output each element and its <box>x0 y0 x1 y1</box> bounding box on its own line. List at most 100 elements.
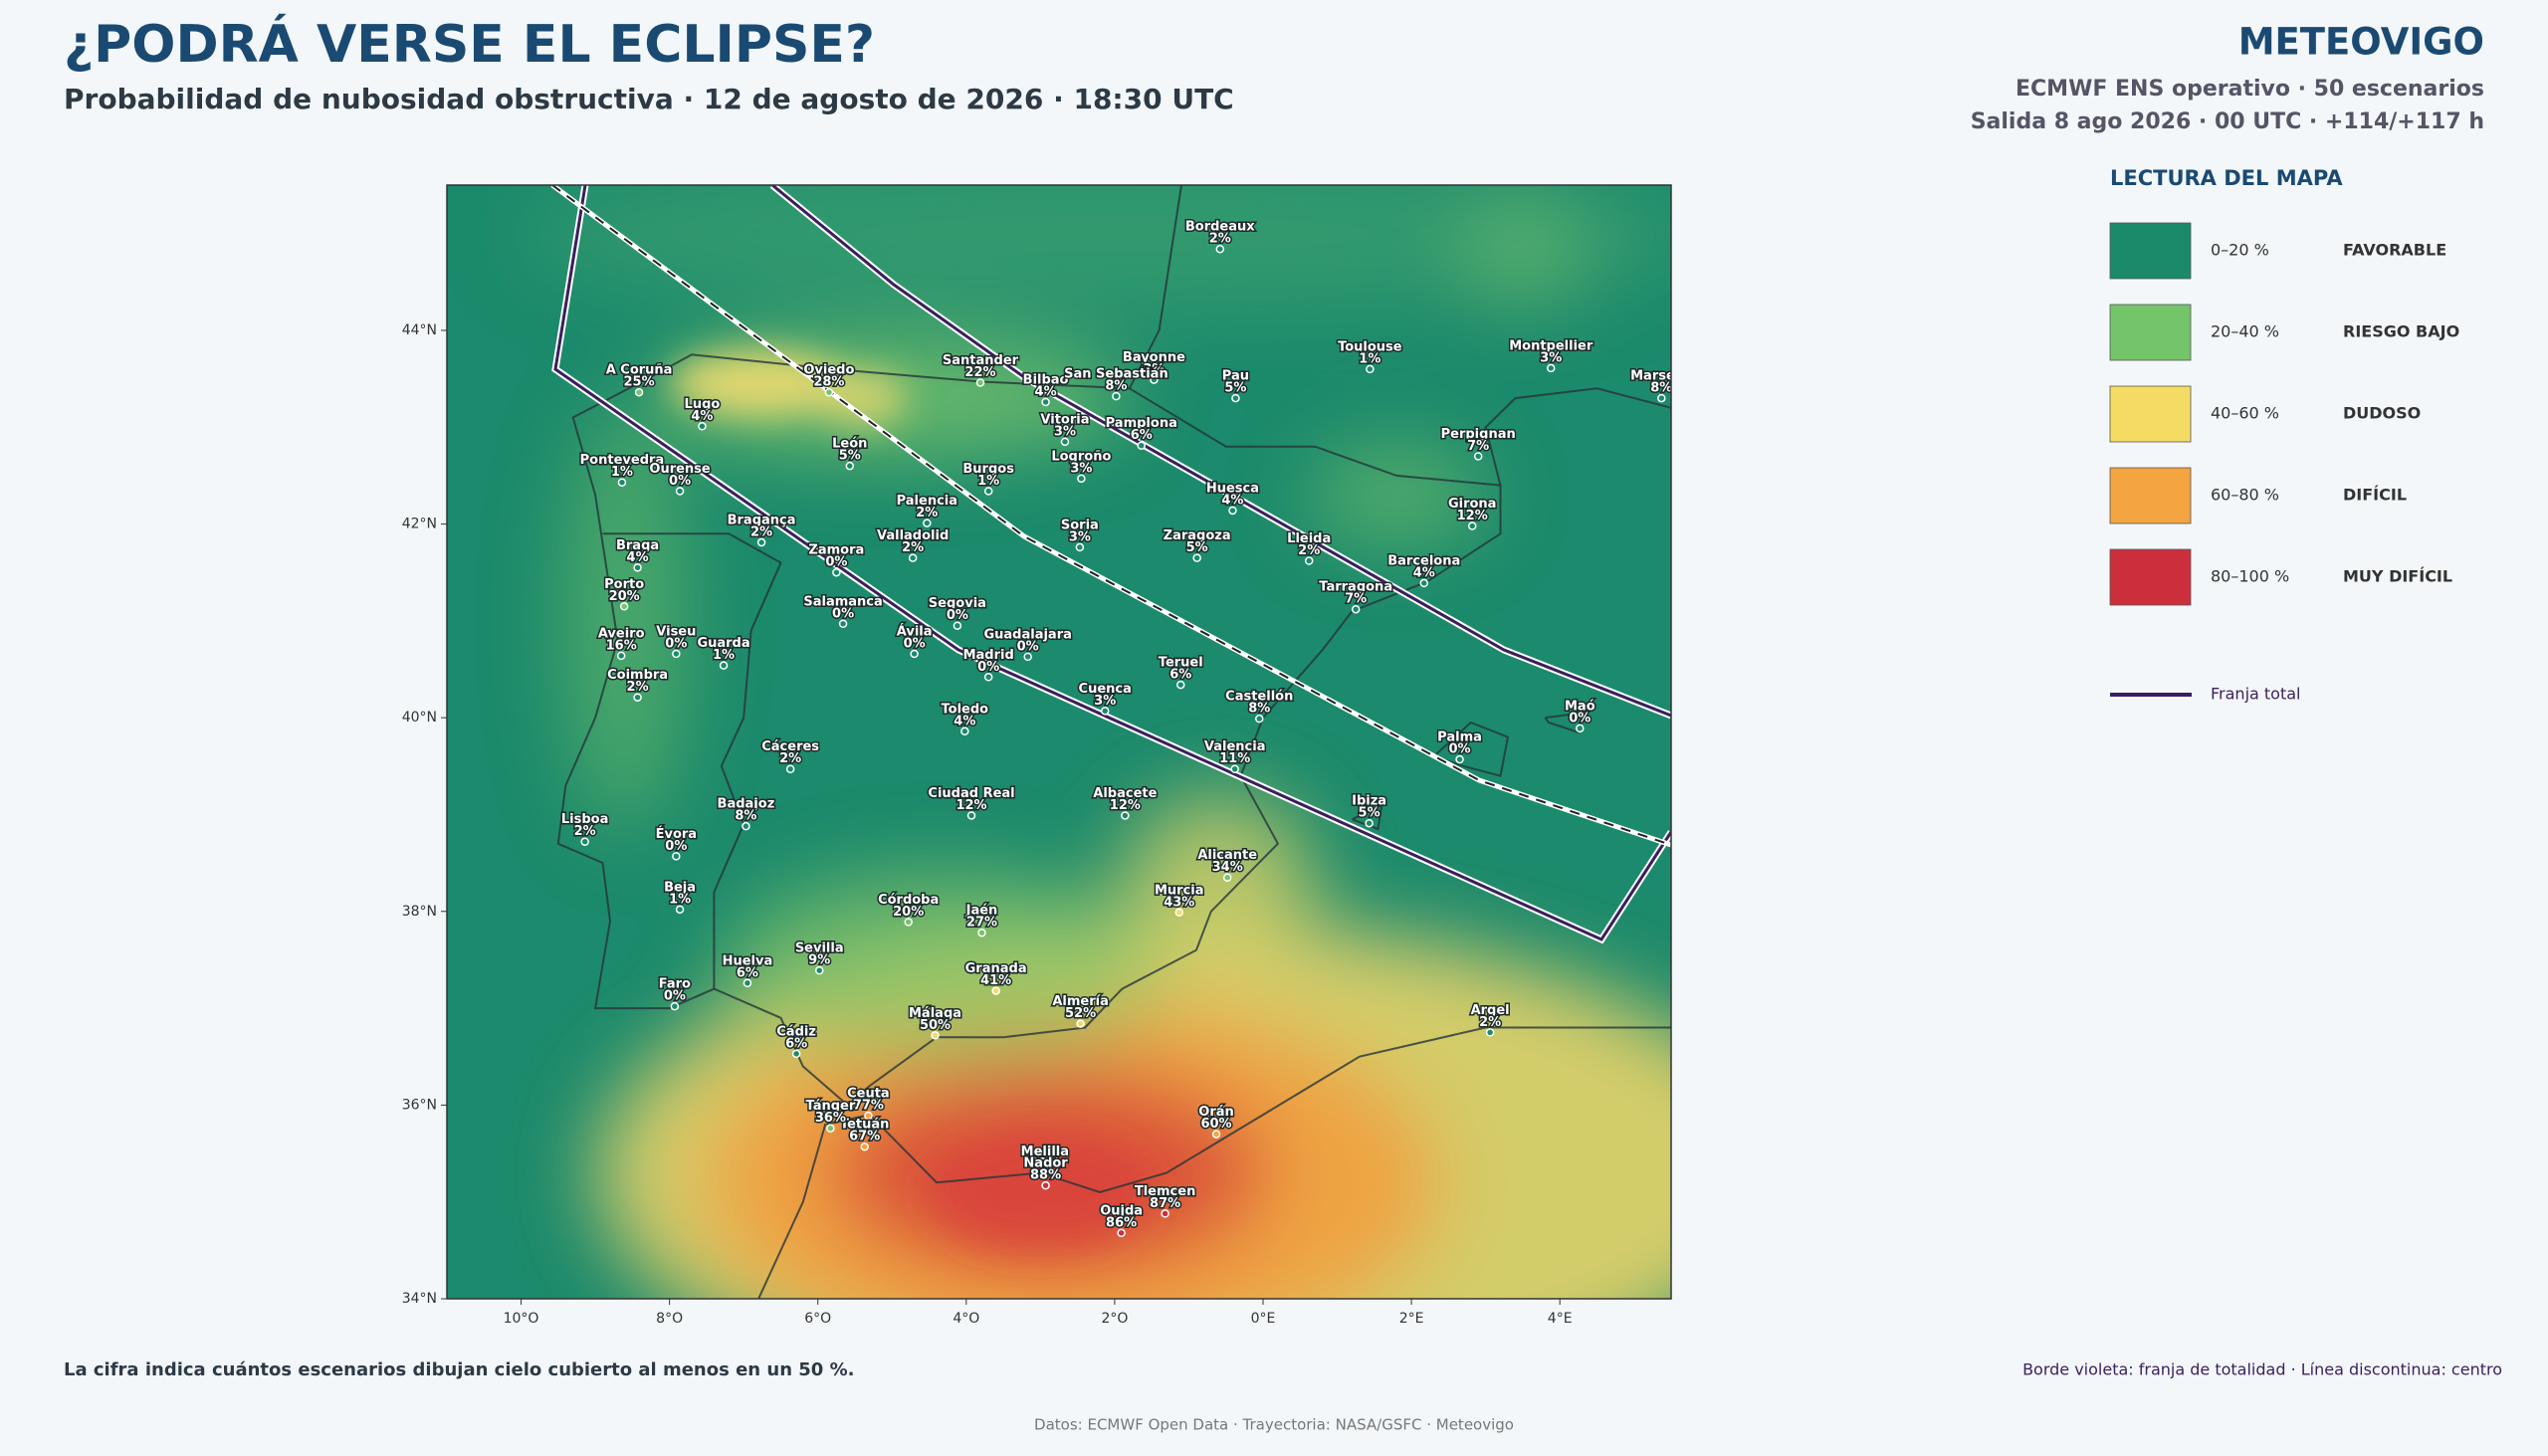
footer-note: La cifra indica cuántos escenarios dibuj… <box>64 1359 854 1380</box>
city-marker <box>991 986 1000 995</box>
city-name: Lleida <box>1287 531 1331 546</box>
city-value: 4% <box>1221 493 1243 508</box>
city-marker <box>931 1031 940 1040</box>
city-name: Madrid <box>963 648 1014 663</box>
city-marker <box>1100 707 1110 716</box>
city-marker <box>814 965 824 975</box>
city-name: Bilbao <box>1023 372 1069 387</box>
city-name: Perpignan <box>1441 427 1516 442</box>
city-name: Burgos <box>962 462 1014 477</box>
city-name: Oujda <box>1100 1203 1143 1218</box>
y-tick-label: 40°N <box>402 710 437 726</box>
city-value: 12% <box>1110 798 1141 813</box>
coastline <box>1129 387 1501 487</box>
city-value: 5% <box>1224 381 1246 396</box>
city-value: 43% <box>1164 895 1194 910</box>
city-name: Tetuán <box>840 1118 889 1133</box>
city-value: 2% <box>902 540 924 555</box>
city-marker <box>1076 1019 1085 1028</box>
city-name: León <box>832 437 867 452</box>
city-marker <box>742 821 750 831</box>
city-marker <box>1176 680 1185 690</box>
city-name: Granada <box>965 961 1027 976</box>
coastline <box>757 1026 1671 1299</box>
city-marker <box>1075 542 1085 552</box>
city-value: 41% <box>980 973 1011 988</box>
city-value: 1% <box>611 465 633 480</box>
city-value: 86% <box>1106 1215 1137 1230</box>
city-marker <box>1255 714 1264 724</box>
city-name: Marsella <box>1630 369 1692 384</box>
city-marker <box>845 461 855 471</box>
city-value: 20% <box>893 905 924 920</box>
city-name: Palma <box>1437 730 1482 745</box>
city-marker <box>1041 1180 1050 1190</box>
credits: Datos: ECMWF Open Data · Trayectoria: NA… <box>1034 1416 1514 1434</box>
city-name: Melilla <box>1021 1144 1069 1159</box>
city-value: 3% <box>1143 362 1165 377</box>
legend-swatch <box>2109 467 2192 524</box>
city-marker <box>908 553 918 562</box>
legend-band-label: Franja total <box>2211 685 2300 704</box>
city-marker <box>634 387 644 397</box>
city-name: Coimbra <box>607 668 668 683</box>
city-value: 11% <box>1219 751 1250 766</box>
city-name: Salamanca <box>803 594 882 609</box>
city-name: Cáceres <box>761 739 819 754</box>
city-value: 2% <box>574 824 596 839</box>
city-name: Pontevedra <box>580 453 665 468</box>
city-marker <box>1137 441 1146 450</box>
city-marker <box>1366 364 1375 374</box>
legend-label: DIFÍCIL <box>2343 486 2407 505</box>
city-marker <box>785 764 795 773</box>
cloud-patch <box>1122 795 1316 970</box>
legend-label: RIESGO BAJO <box>2343 322 2459 341</box>
city-marker <box>1192 553 1201 562</box>
city-marker <box>983 673 993 682</box>
city-name: Zamora <box>808 543 864 558</box>
city-value: 8% <box>735 809 756 824</box>
city-name: Toledo <box>942 702 989 717</box>
city-marker <box>1023 652 1032 662</box>
city-value: 2% <box>1298 543 1320 558</box>
city-marker <box>743 978 752 988</box>
city-value: 1% <box>669 892 691 907</box>
city-value: 50% <box>920 1018 951 1033</box>
city-name: Faro <box>659 977 691 992</box>
city-value: 4% <box>1035 384 1057 399</box>
city-value: 27% <box>966 916 997 931</box>
city-name: Santander <box>943 353 1019 368</box>
legend-swatch <box>2109 304 2192 361</box>
city-value: 0% <box>1449 742 1471 757</box>
city-value: 4% <box>691 409 713 424</box>
city-value: 3% <box>1070 461 1092 476</box>
city-marker <box>698 422 707 431</box>
city-marker <box>1077 474 1086 484</box>
city-marker <box>1041 397 1050 407</box>
legend-range: 40–60 % <box>2211 404 2279 423</box>
city-name: Toulouse <box>1338 339 1402 354</box>
legend-title: LECTURA DEL MAPA <box>2110 166 2343 190</box>
model-info: ECMWF ENS operativo · 50 escenarios <box>2016 77 2484 102</box>
city-value: 4% <box>1413 565 1435 580</box>
city-marker <box>633 563 642 572</box>
city-value: 36% <box>815 1111 846 1126</box>
city-name: Braga <box>616 538 659 553</box>
city-value: 2% <box>627 680 649 695</box>
city-value: 0% <box>669 474 691 489</box>
city-name: Guadalajara <box>983 627 1071 642</box>
city-value: 2% <box>750 525 772 540</box>
city-value: 8% <box>1105 379 1127 394</box>
city-name: Alicante <box>1197 848 1257 863</box>
city-value: 0% <box>977 660 999 675</box>
legend-range: 20–40 % <box>2211 322 2279 341</box>
city-marker <box>672 649 681 659</box>
cloud-patch <box>565 407 685 834</box>
city-marker <box>675 905 685 915</box>
city-marker <box>1161 1209 1169 1218</box>
city-name: Valencia <box>1204 739 1266 754</box>
coastline <box>602 532 782 989</box>
city-marker <box>1211 1130 1221 1139</box>
city-marker <box>960 727 969 736</box>
legend-range: 0–20 % <box>2211 241 2269 260</box>
